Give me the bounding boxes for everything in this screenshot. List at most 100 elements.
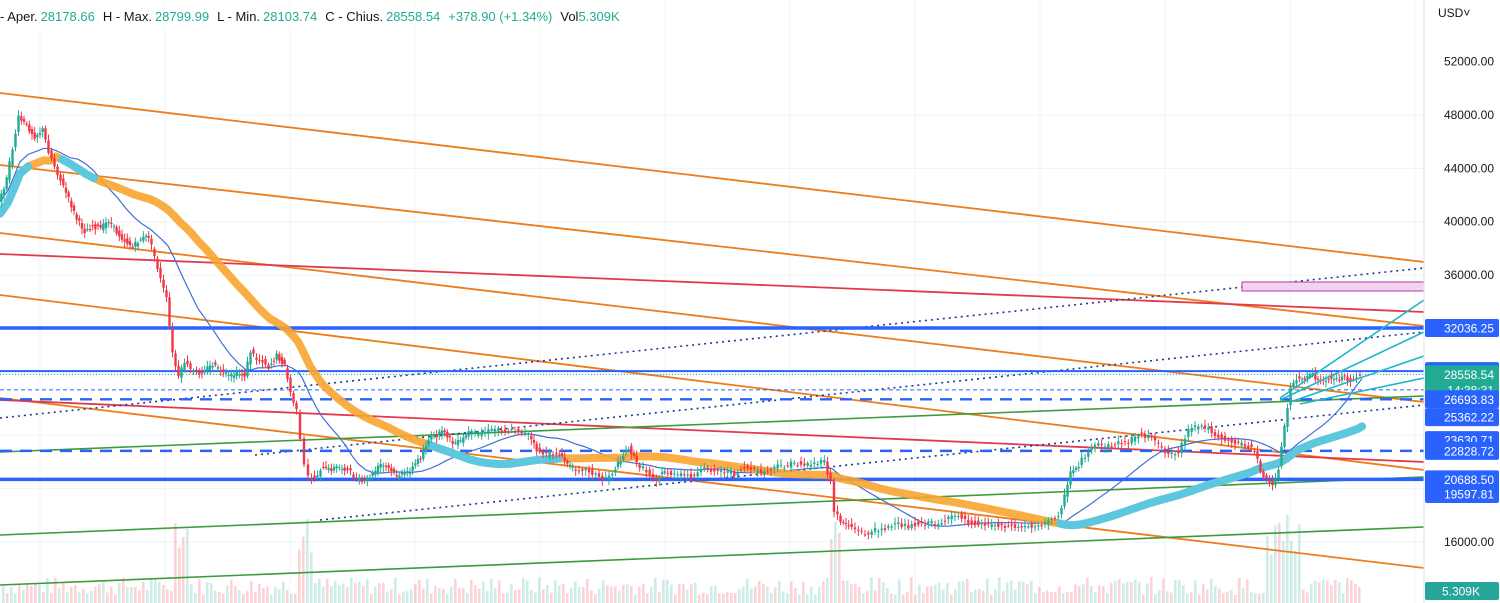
- candle-body: [930, 521, 933, 524]
- volume-bar: [1222, 592, 1225, 603]
- candle-body: [414, 463, 417, 466]
- candle-body: [1167, 450, 1170, 454]
- volume-bar: [238, 589, 241, 603]
- candle-body: [1324, 380, 1328, 382]
- candle-body: [38, 132, 42, 135]
- candle-body: [627, 449, 630, 451]
- candle-body: [400, 472, 404, 475]
- candle-body: [477, 433, 480, 436]
- currency-selector[interactable]: USD˅: [1438, 6, 1471, 20]
- candle-body: [913, 522, 917, 527]
- candle-body: [503, 429, 507, 432]
- candle-body: [1123, 441, 1127, 443]
- red-trendlines: [0, 253, 1425, 463]
- volume-bar: [1326, 580, 1329, 603]
- volume-bar: [1066, 591, 1069, 603]
- candle-body: [1157, 442, 1160, 444]
- candle-body: [206, 366, 209, 371]
- candle-body: [224, 372, 228, 374]
- volume-bar: [1290, 540, 1293, 603]
- candle-body: [443, 430, 446, 433]
- volume-bar: [1002, 591, 1005, 603]
- candle-body: [1010, 524, 1013, 526]
- volume-bar: [994, 589, 997, 603]
- volume-bar: [950, 594, 953, 603]
- candle-body: [198, 372, 201, 375]
- candle-body: [0, 193, 3, 202]
- candle-body: [1306, 375, 1309, 379]
- candle-body: [319, 470, 322, 477]
- volume-bar: [1258, 593, 1261, 603]
- volume-bar: [550, 592, 553, 603]
- volume-bar: [178, 547, 181, 603]
- candle-body: [330, 468, 333, 472]
- volume-bar: [986, 578, 989, 603]
- candle-body: [769, 469, 773, 471]
- volume-bar: [662, 579, 665, 603]
- candle-body: [977, 520, 980, 526]
- candle-body: [162, 279, 165, 288]
- candle-body: [910, 524, 913, 529]
- candle-body: [686, 474, 689, 476]
- axis-background: [1424, 0, 1500, 603]
- candle-body: [91, 225, 94, 227]
- candle-body: [36, 134, 39, 138]
- price-label-bg: [1425, 390, 1499, 409]
- volume-bar: [938, 582, 941, 603]
- volume-bar: [1234, 594, 1237, 603]
- candle-body: [813, 462, 816, 464]
- candle-body: [1163, 448, 1167, 454]
- candle-body: [136, 243, 140, 247]
- candle-body: [75, 214, 78, 220]
- candle-body: [156, 258, 159, 270]
- candle-body: [419, 458, 422, 460]
- volume-bar: [130, 587, 133, 603]
- volume-bar: [366, 579, 369, 603]
- red-trendline: [0, 253, 1425, 313]
- candle-body: [703, 467, 706, 469]
- candle-body: [1097, 443, 1100, 446]
- volume-bar: [702, 592, 705, 603]
- candle-body: [1120, 443, 1123, 445]
- candle-body: [1170, 452, 1173, 454]
- target-zone: [1241, 281, 1425, 292]
- volume-bar: [850, 584, 853, 603]
- candle-body: [286, 368, 289, 380]
- volume-bar: [1266, 536, 1269, 603]
- candle-body: [1355, 377, 1358, 379]
- candle-body: [44, 128, 47, 140]
- volume-bar: [666, 579, 669, 603]
- candle-body: [446, 431, 449, 438]
- candle-body: [532, 440, 536, 443]
- candle-body: [349, 468, 352, 471]
- candle-body: [1103, 446, 1107, 448]
- volume-bar: [1170, 592, 1173, 603]
- volume-bar: [858, 586, 861, 603]
- channel-line: [0, 164, 1425, 327]
- volume-bar: [1350, 580, 1353, 603]
- candle-body: [563, 457, 566, 461]
- volume-bar: [626, 584, 629, 603]
- volume-bar: [1354, 583, 1357, 603]
- volume-bar: [134, 586, 137, 603]
- candle-body: [411, 466, 414, 471]
- volume-bar: [526, 580, 529, 603]
- volume-bar: [966, 578, 969, 603]
- candle-body: [577, 470, 581, 472]
- volume-bar: [670, 584, 673, 603]
- candle-body: [1289, 387, 1292, 406]
- candle-body: [616, 461, 620, 468]
- candle-body: [94, 224, 97, 229]
- volume-bar: [470, 579, 473, 603]
- candle-body: [147, 236, 150, 238]
- candle-body: [384, 465, 388, 467]
- candle-body: [1183, 438, 1187, 445]
- candle-body: [535, 443, 538, 452]
- candle-body: [611, 474, 614, 476]
- red-trendline: [0, 399, 1425, 463]
- volume-bar: [718, 593, 721, 603]
- candle-body: [867, 532, 870, 535]
- candle-body: [507, 431, 510, 433]
- candle-body: [917, 521, 920, 525]
